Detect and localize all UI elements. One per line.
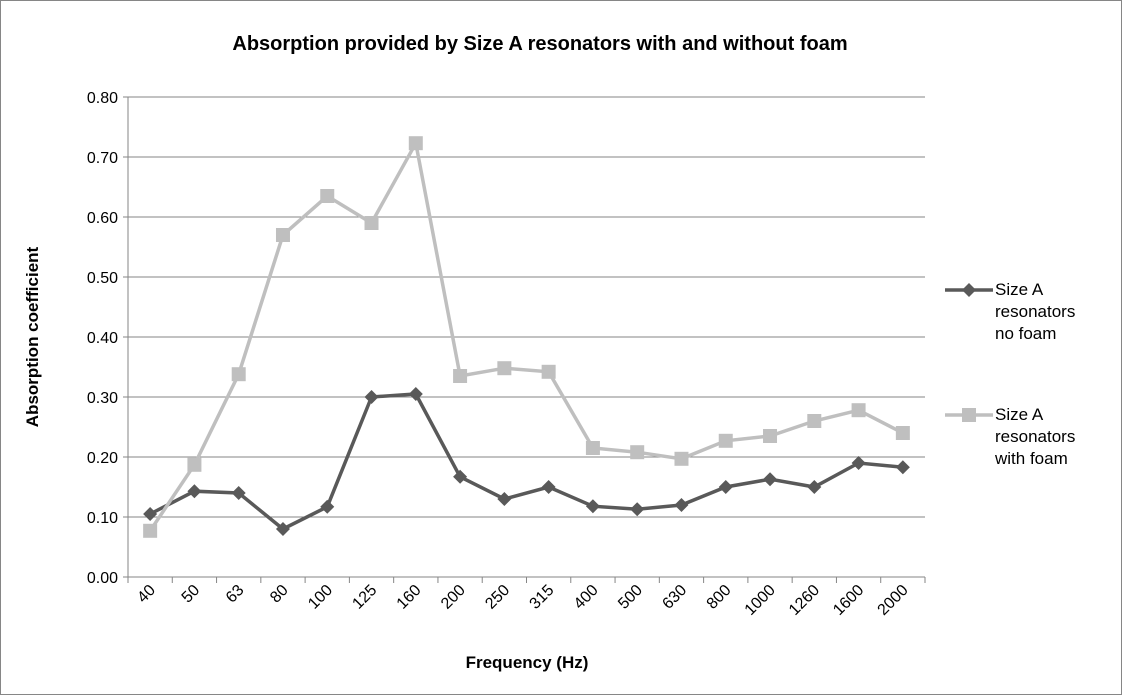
data-point [895, 426, 910, 440]
data-point [851, 403, 866, 418]
data-point [674, 451, 689, 466]
data-point [187, 457, 202, 472]
series-line [149, 392, 904, 532]
data-point [497, 361, 512, 376]
data-point [231, 486, 246, 500]
data-point [143, 507, 158, 521]
data-point [630, 502, 645, 517]
data-point [895, 460, 910, 475]
data-point [585, 441, 600, 455]
y-tick-label: 0.80 [87, 90, 118, 107]
data-point [275, 228, 290, 242]
data-point [408, 136, 423, 151]
y-tick-label: 0.00 [87, 570, 118, 587]
y-tick-label: 0.70 [87, 150, 118, 167]
y-tick-label: 0.10 [87, 510, 118, 527]
y-tick-label: 0.50 [87, 270, 118, 287]
data-point [585, 499, 600, 514]
data-point [364, 216, 379, 230]
data-point [453, 369, 468, 383]
series-line [148, 138, 904, 532]
data-point [187, 484, 202, 499]
data-point [807, 414, 822, 428]
data-point [231, 367, 246, 382]
y-axis-title: Absorption coefficient [23, 246, 42, 427]
y-tick-label: 0.20 [87, 450, 118, 467]
y-tick-label: 0.40 [87, 330, 118, 347]
legend-label: Size A resonators with foam [995, 405, 1076, 468]
data-point [497, 492, 512, 506]
data-point [807, 480, 822, 494]
data-point [718, 433, 733, 448]
data-point [143, 523, 158, 538]
y-tick-label: 0.60 [87, 210, 118, 227]
data-point [674, 498, 689, 512]
data-point [851, 456, 866, 470]
data-point [320, 189, 335, 203]
data-point [275, 522, 290, 536]
data-point [364, 390, 379, 404]
data-point [541, 364, 556, 379]
data-point [763, 429, 778, 443]
data-point [718, 480, 733, 494]
chart-title: Absorption provided by Size A resonators… [232, 33, 847, 55]
data-point [453, 469, 468, 484]
legend-label: Size A resonators no foam [995, 280, 1076, 343]
legend-marker [962, 408, 976, 422]
data-point [630, 445, 645, 460]
data-point [763, 472, 778, 487]
x-axis-title: Frequency (Hz) [466, 653, 589, 672]
data-point [541, 480, 556, 494]
y-tick-label: 0.30 [87, 390, 118, 407]
legend-marker [962, 283, 976, 297]
data-point [320, 499, 335, 514]
data-point [408, 387, 423, 401]
